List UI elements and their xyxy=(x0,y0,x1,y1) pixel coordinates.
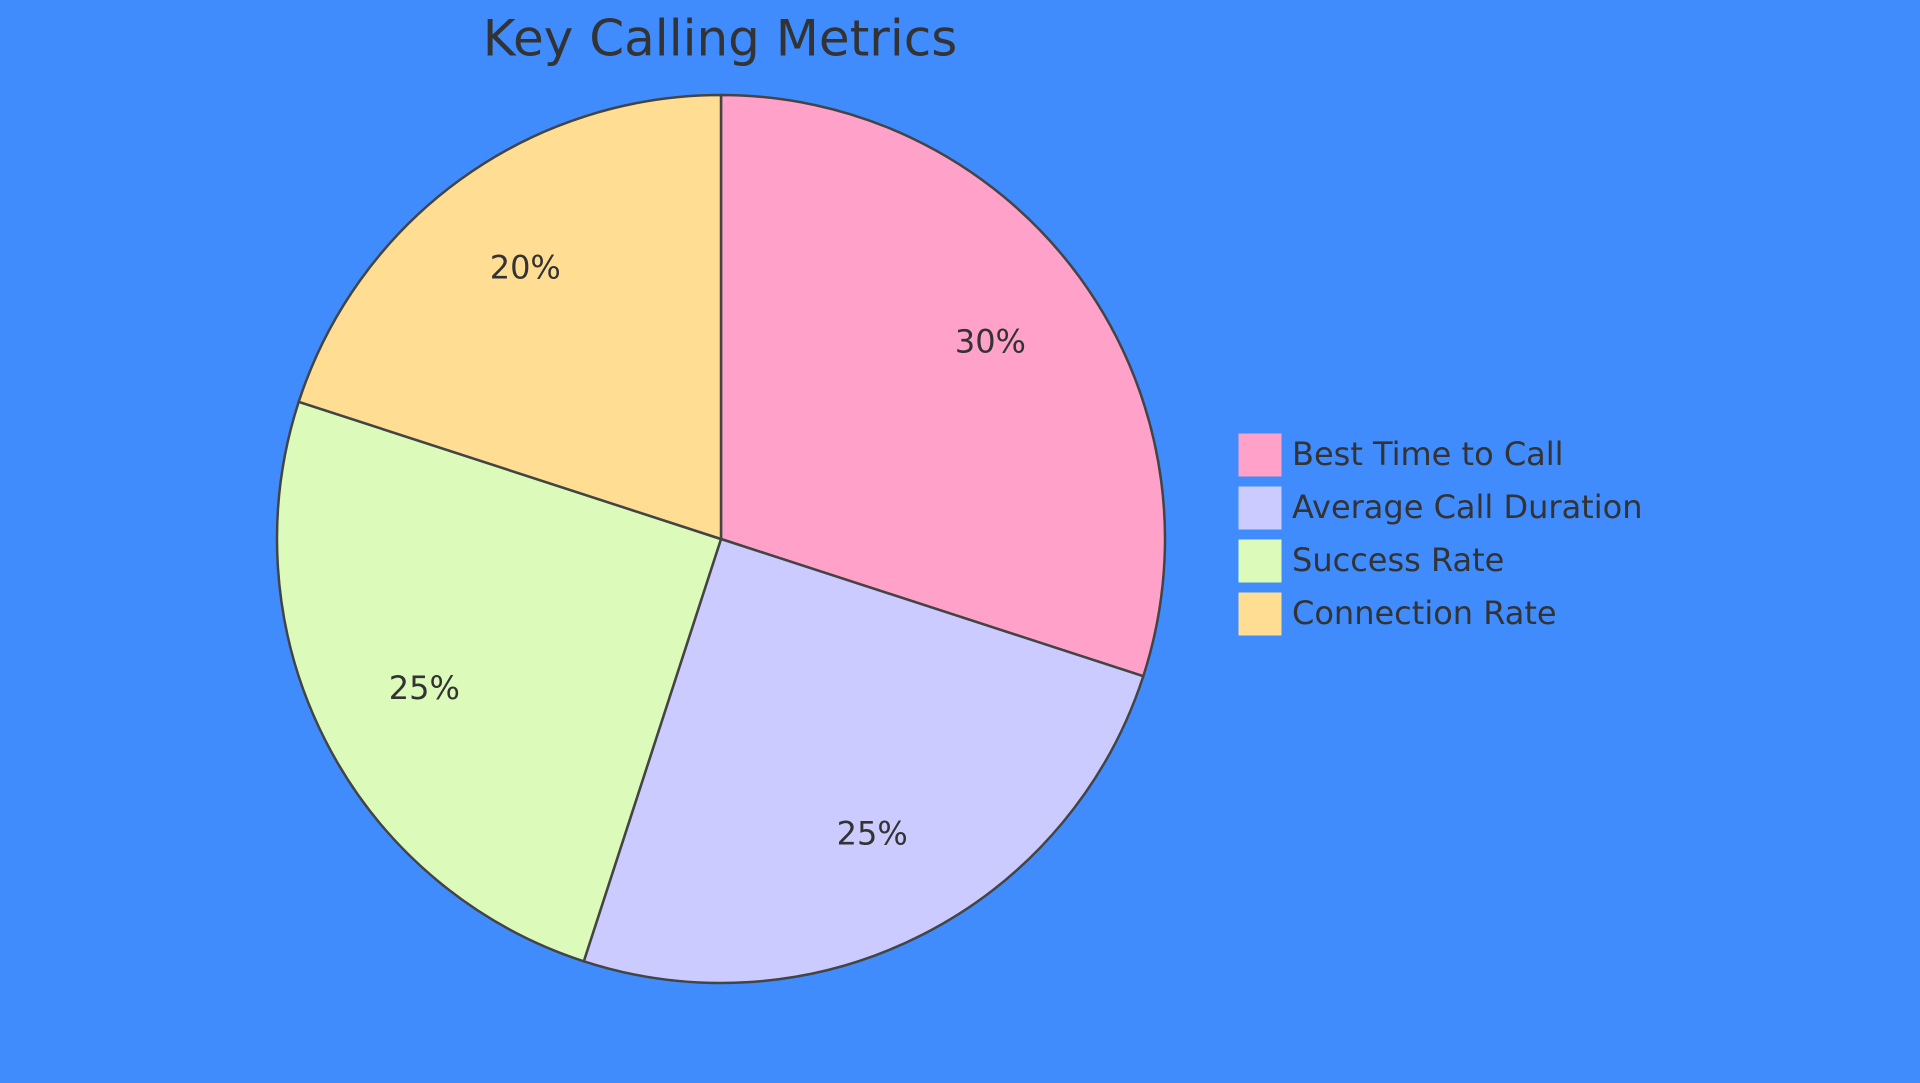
legend-label: Best Time to Call xyxy=(1292,435,1564,473)
slice-label: 25% xyxy=(389,669,460,707)
legend-label: Connection Rate xyxy=(1292,594,1557,632)
legend-label: Success Rate xyxy=(1292,541,1504,579)
slice-label: 30% xyxy=(955,322,1026,360)
pie-slice xyxy=(719,93,1167,678)
slice-label: 25% xyxy=(837,815,908,853)
legend-swatch xyxy=(1237,591,1283,637)
legend-swatch xyxy=(1237,538,1283,584)
pie-slice xyxy=(275,400,723,963)
chart-title: Key Calling Metrics xyxy=(483,10,958,68)
legend-swatch xyxy=(1237,485,1283,531)
pie-slice xyxy=(582,537,1145,985)
legend-label: Average Call Duration xyxy=(1292,488,1642,526)
pie-slice xyxy=(297,93,723,541)
legend-swatch xyxy=(1237,432,1283,478)
slice-label: 20% xyxy=(490,249,561,287)
